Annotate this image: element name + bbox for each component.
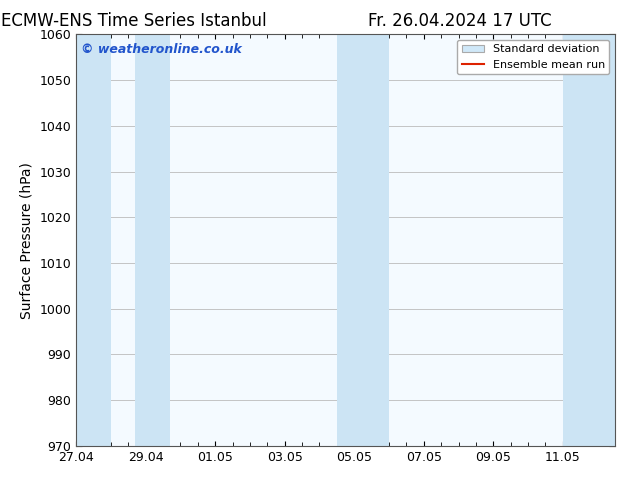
Text: © weatheronline.co.uk: © weatheronline.co.uk [81, 43, 242, 55]
Text: ECMW-ENS Time Series Istanbul: ECMW-ENS Time Series Istanbul [1, 12, 266, 30]
Bar [76, 34, 111, 446]
Y-axis label: Surface Pressure (hPa): Surface Pressure (hPa) [20, 162, 34, 318]
Text: Fr. 26.04.2024 17 UTC: Fr. 26.04.2024 17 UTC [368, 12, 552, 30]
Bar [337, 34, 389, 446]
Legend: Standard deviation, Ensemble mean run: Standard deviation, Ensemble mean run [457, 40, 609, 74]
Bar [135, 34, 170, 446]
Bar [563, 34, 615, 446]
